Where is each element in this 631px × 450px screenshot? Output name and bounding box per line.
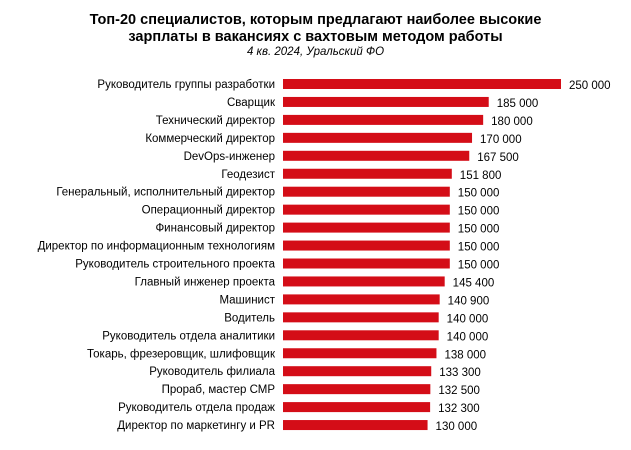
- category-label: Генеральный, исполнительный директор: [56, 187, 275, 199]
- bar: [283, 330, 439, 341]
- data-label: 150 000: [458, 260, 500, 272]
- data-label: 150 000: [458, 224, 500, 236]
- chart-subtitle: 4 кв. 2024, Уральский ФО: [246, 46, 385, 58]
- category-label: Машинист: [219, 294, 275, 306]
- category-label: Руководитель отдела продаж: [118, 402, 275, 414]
- category-label: Токарь, фрезеровщик, шлифовщик: [87, 348, 276, 360]
- data-label: 133 300: [439, 367, 481, 379]
- bar: [283, 348, 437, 359]
- category-label: Сварщик: [227, 97, 276, 109]
- category-label: Руководитель отдела аналитики: [102, 330, 275, 342]
- data-label: 140 000: [447, 331, 489, 343]
- data-label: 138 000: [444, 349, 486, 361]
- data-label: 170 000: [480, 134, 522, 146]
- bar: [283, 420, 428, 431]
- category-label: Главный инженер проекта: [135, 276, 276, 288]
- bar: [283, 222, 450, 233]
- bar: [283, 240, 450, 251]
- data-label: 185 000: [497, 98, 539, 110]
- data-label: 151 800: [460, 170, 502, 182]
- data-label: 145 400: [453, 277, 495, 289]
- data-label: 130 000: [436, 421, 478, 433]
- category-label: Прораб, мастер СМР: [162, 384, 276, 396]
- bar: [283, 384, 431, 395]
- title-line-2: зарплаты в вакансиях с вахтовым методом …: [128, 29, 503, 45]
- data-label: 132 300: [438, 403, 480, 415]
- bar: [283, 258, 450, 269]
- category-label: Руководитель строительного проекта: [75, 259, 275, 271]
- category-label: Руководитель филиала: [149, 366, 275, 378]
- bar: [283, 132, 473, 143]
- category-label: Финансовый директор: [155, 223, 275, 235]
- category-label: Директор по маркетингу и PR: [117, 420, 275, 432]
- category-label: DevOps-инженер: [184, 151, 275, 163]
- bar: [283, 186, 450, 197]
- category-label: Технический директор: [156, 115, 275, 127]
- category-label: Операционный директор: [142, 205, 275, 217]
- data-label: 150 000: [458, 206, 500, 218]
- data-label: 150 000: [458, 188, 500, 200]
- bar: [283, 114, 484, 125]
- title-line-1: Топ-20 специалистов, которым предлагают …: [89, 12, 542, 28]
- category-label: Водитель: [224, 312, 275, 324]
- data-label: 140 900: [448, 295, 490, 307]
- bar: [283, 366, 432, 377]
- data-label: 140 000: [447, 313, 489, 325]
- category-label: Директор по информационным технологиям: [38, 241, 276, 253]
- category-label: Геодезист: [221, 169, 275, 181]
- bar: [283, 79, 561, 89]
- bar: [283, 150, 470, 161]
- data-label: 132 500: [438, 385, 480, 397]
- data-label: 167 500: [477, 152, 519, 164]
- category-label: Коммерческий директор: [145, 133, 275, 145]
- bar: [283, 276, 445, 287]
- bar: [283, 294, 440, 305]
- data-label: 150 000: [458, 242, 500, 254]
- category-label: Руководитель группы разработки: [97, 79, 275, 91]
- data-label: 250 000: [569, 80, 611, 92]
- bar: [283, 168, 452, 179]
- chart-title: Топ-20 специалистов, которым предлагают …: [0, 12, 631, 46]
- bar: [283, 204, 450, 215]
- bar: [283, 312, 439, 323]
- bar: [283, 96, 489, 107]
- bar: [283, 402, 431, 413]
- data-label: 180 000: [491, 116, 533, 128]
